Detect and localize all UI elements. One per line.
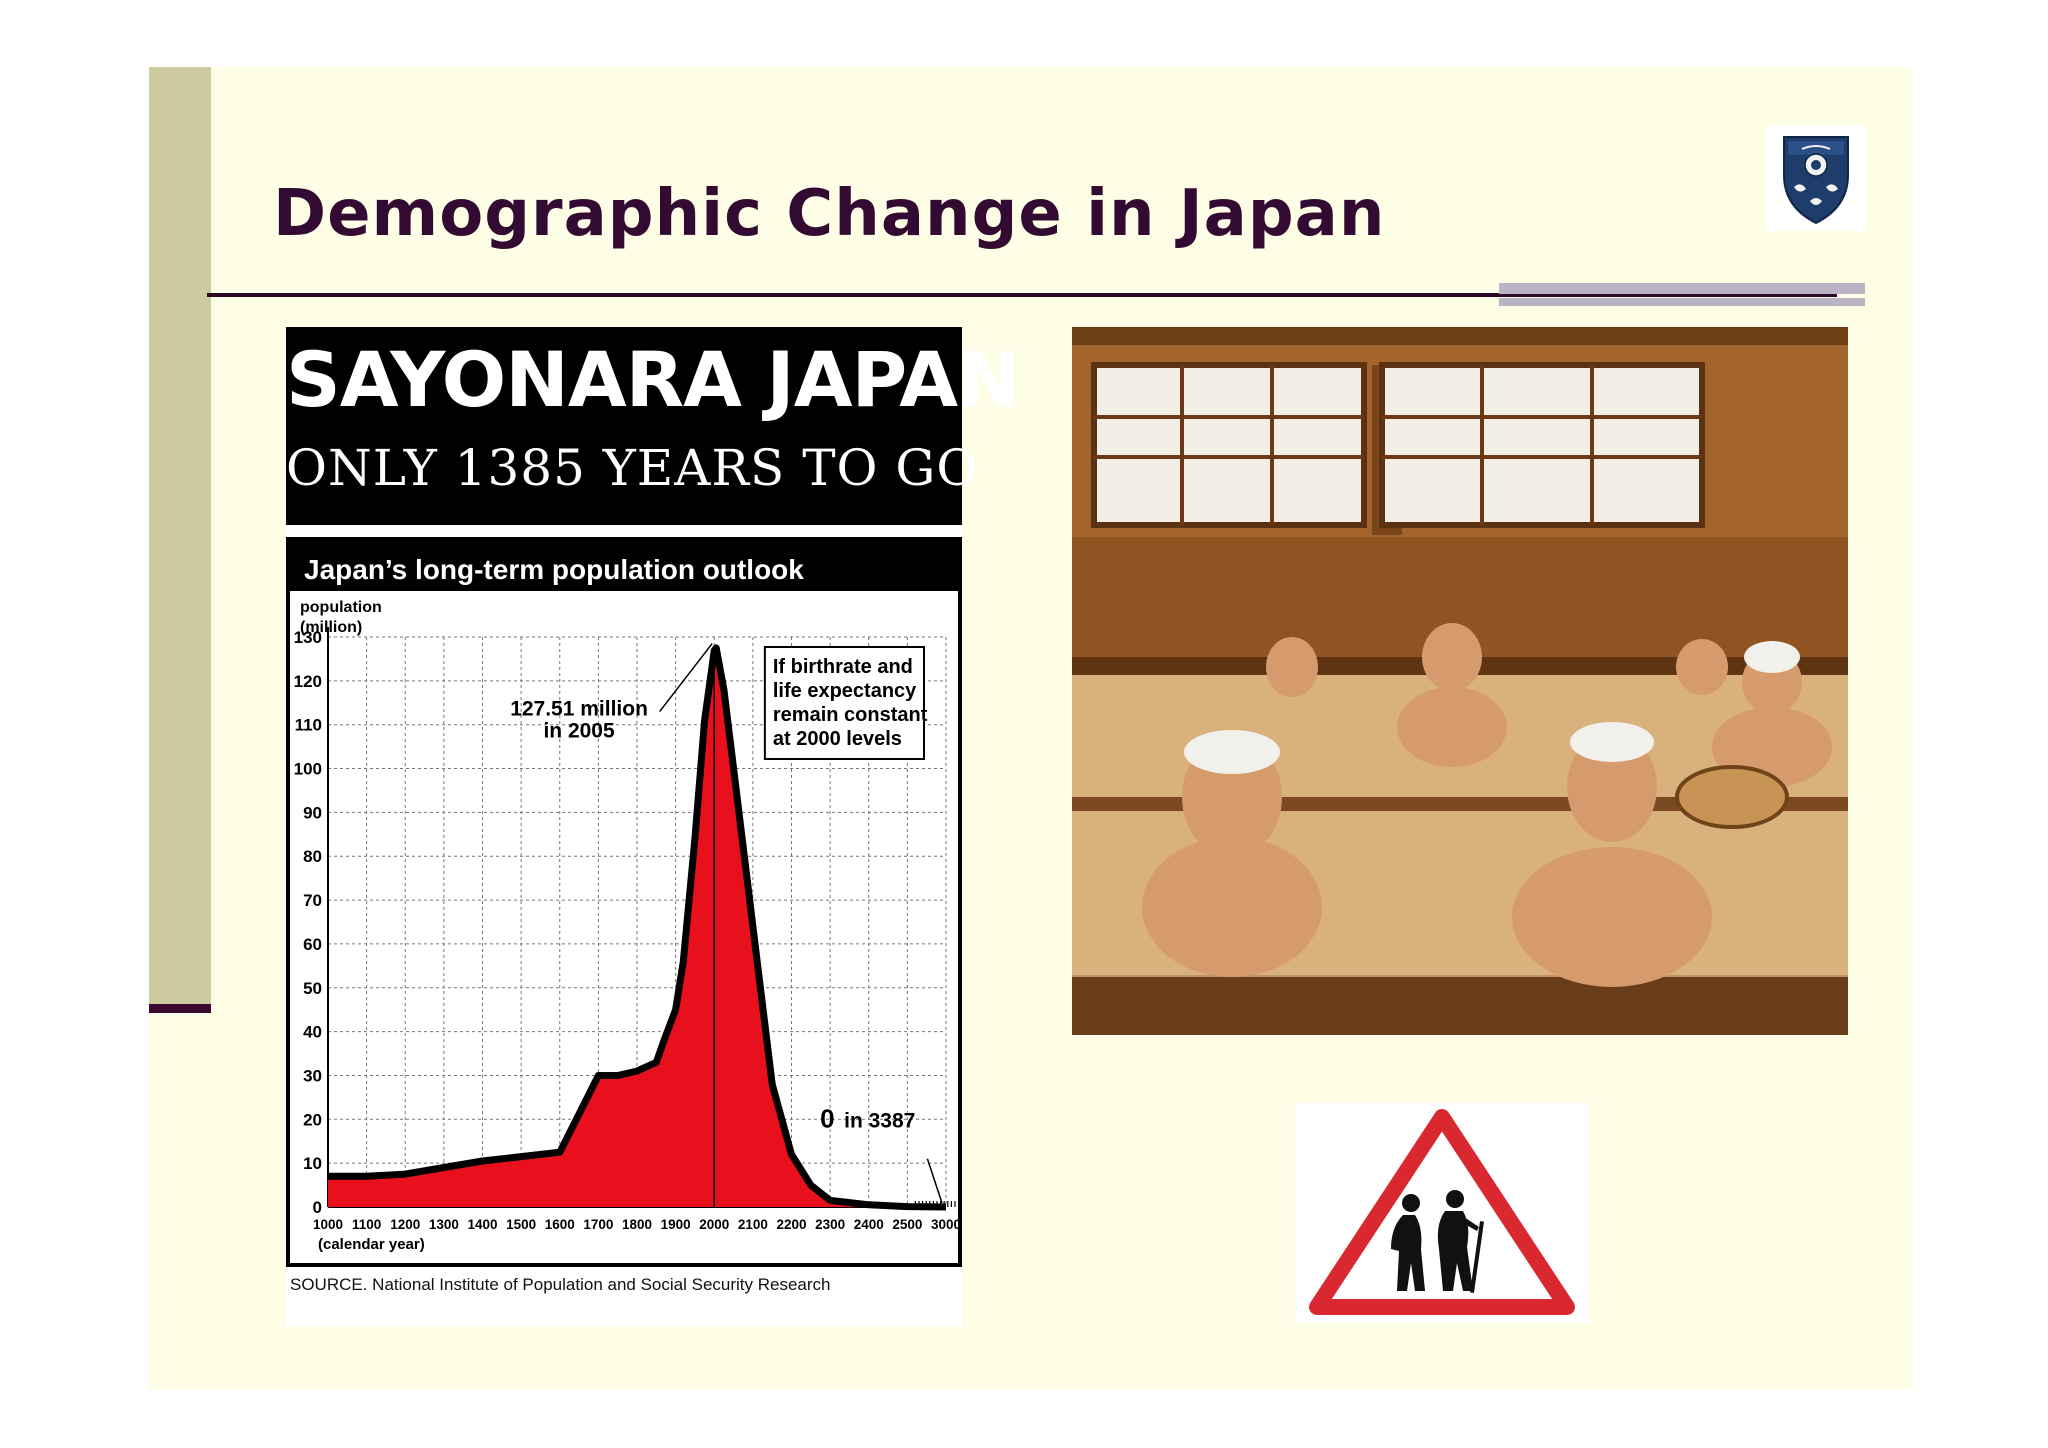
y-tick-label: 50 (303, 979, 322, 998)
x-tick-label: 1500 (506, 1217, 536, 1232)
peak-annotation-year: in 2005 (543, 720, 615, 743)
x-tick-label: 2500 (892, 1217, 922, 1232)
scenario-line-1: If birthrate and (773, 656, 913, 678)
y-tick-label: 30 (303, 1066, 322, 1085)
x-tick-label: 2200 (776, 1217, 806, 1232)
population-area (328, 647, 946, 1207)
chart-title: Japan’s long-term population outlook (304, 554, 804, 585)
peak-annotation-value: 127.51 million (510, 698, 648, 721)
left-decor-bar-foot (149, 1004, 211, 1013)
x-tick-label: 1600 (545, 1217, 575, 1232)
y-tick-label: 0 (313, 1198, 322, 1217)
y-tick-label: 70 (303, 891, 322, 910)
population-chart-panel: SAYONARA JAPAN ONLY 1385 YEARS TO GO Jap… (286, 327, 1021, 1327)
y-tick-label: 80 (303, 847, 322, 866)
population-chart-svg: Japan’s long-term population outlook pop… (286, 537, 962, 1267)
x-tick-label: 1200 (390, 1217, 420, 1232)
zero-annotation-year: in 3387 (844, 1109, 915, 1132)
x-tick-label: 1000 (313, 1217, 343, 1232)
banner-subhead: ONLY 1385 YEARS TO GO (286, 439, 979, 497)
onsen-elderly-bathers-photo (1072, 327, 1848, 1035)
x-tick-label: 2300 (815, 1217, 845, 1232)
x-tick-label: 2400 (854, 1217, 884, 1232)
population-chart: Japan’s long-term population outlook pop… (286, 537, 962, 1267)
y-tick-label: 110 (295, 716, 322, 735)
elderly-people-crossing-icon (1295, 1103, 1589, 1323)
y-tick-label: 90 (303, 803, 322, 822)
y-axis-label-line2: (million) (300, 619, 362, 636)
title-rule (207, 293, 1837, 297)
population-line (328, 644, 947, 1211)
y-axis-label-line1: population (300, 599, 382, 616)
x-tick-label: 2100 (738, 1217, 768, 1232)
slide-title: Demographic Change in Japan (273, 177, 1386, 251)
chart-source: SOURCE. National Institute of Population… (290, 1275, 831, 1294)
university-crest-icon (1766, 125, 1866, 231)
x-tick-label: 1900 (661, 1217, 691, 1232)
scenario-line-4: at 2000 levels (773, 728, 902, 750)
y-tick-label: 60 (303, 935, 322, 954)
chart-title-bar (290, 541, 958, 591)
x-axis-label: (calendar year) (318, 1236, 425, 1253)
zero-leader-line (926, 1158, 943, 1204)
x-tick-label: 1800 (622, 1217, 652, 1232)
x-tick-label: 3000 (931, 1217, 961, 1232)
scenario-line-2: life expectancy (773, 680, 917, 702)
title-rule-accent (1499, 283, 1865, 294)
y-tick-label: 100 (294, 760, 322, 779)
x-tick-label: 1400 (467, 1217, 497, 1232)
x-tick-label: 1300 (429, 1217, 459, 1232)
slide: Demographic Change in Japan SAYONARA JAP… (149, 67, 1912, 1390)
title-rule-accent-lower (1499, 298, 1865, 306)
y-tick-label: 40 (303, 1023, 322, 1042)
y-tick-label: 20 (303, 1110, 322, 1129)
y-tick-label: 130 (294, 628, 322, 647)
headline-banner: SAYONARA JAPAN ONLY 1385 YEARS TO GO (286, 327, 1021, 525)
y-tick-label: 10 (303, 1154, 322, 1173)
x-tick-label: 2000 (699, 1217, 729, 1232)
scenario-line-3: remain constant (773, 704, 928, 726)
zero-annotation-value: 0 (820, 1103, 834, 1133)
x-tick-label: 1100 (352, 1217, 381, 1232)
x-tick-label: 1700 (583, 1217, 613, 1232)
y-tick-label: 120 (294, 672, 322, 691)
left-decor-bar (149, 67, 211, 1004)
peak-leader-line (659, 643, 713, 712)
banner-headline: SAYONARA JAPAN (286, 335, 1021, 424)
scenario-annotation-box (763, 646, 925, 760)
